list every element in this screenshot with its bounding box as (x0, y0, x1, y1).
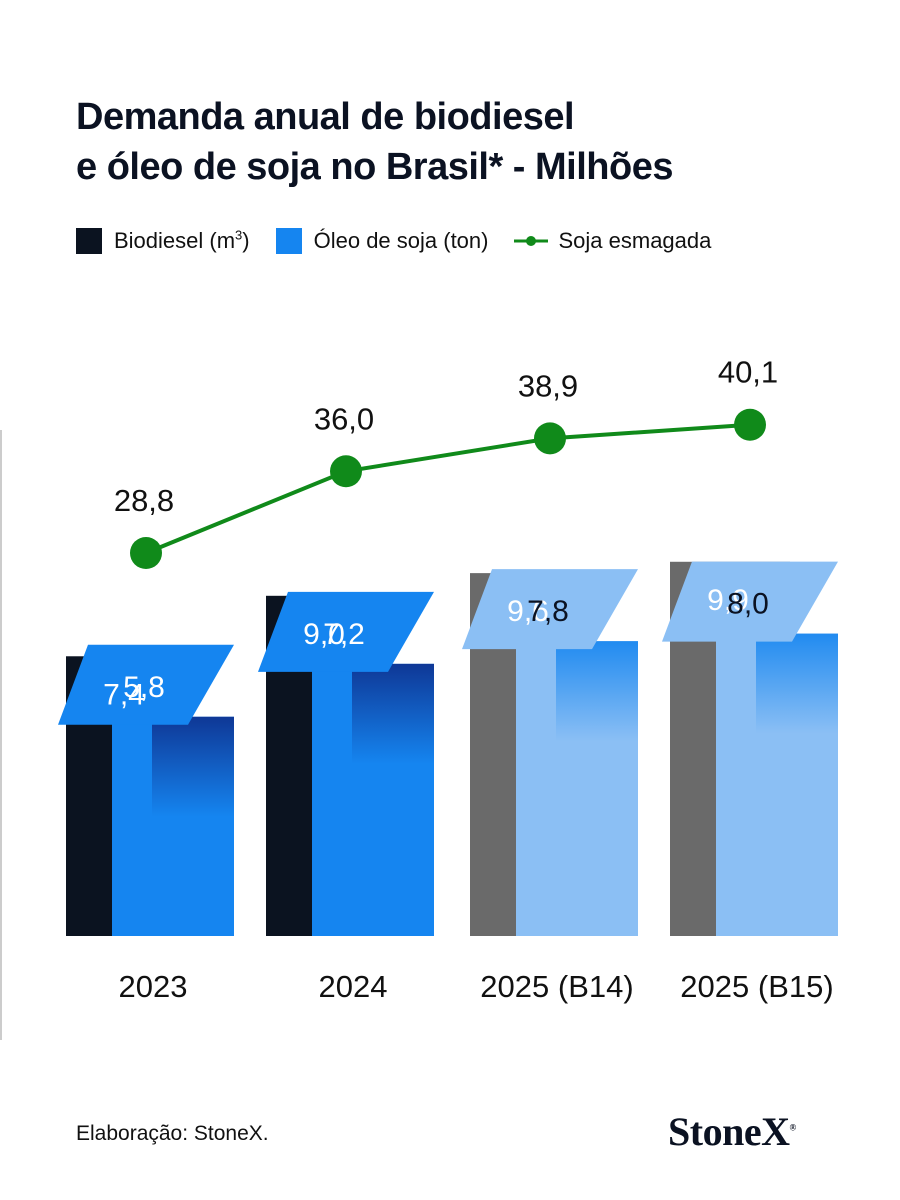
oleo-label-tab (462, 569, 638, 650)
bar-biodiesel-value: 9,9 (707, 584, 749, 617)
x-tick-label: 2025 (B15) (680, 969, 833, 1004)
legend-item-oleo: Óleo de soja (ton) (275, 228, 489, 254)
line-soja-value: 38,9 (518, 368, 578, 403)
bar-oleo-shade (556, 641, 638, 742)
bar-oleo-value: 7,2 (323, 618, 365, 651)
bar-biodiesel-value: 7,4 (103, 678, 145, 711)
legend-label-biodiesel: Biodiesel (m3) (114, 227, 250, 253)
bar-oleo-shade (152, 716, 234, 817)
x-tick-label: 2024 (319, 969, 388, 1004)
line-soja-value: 40,1 (718, 355, 778, 390)
chart-title-line-2: e óleo de soja no Brasil* - Milhões (76, 146, 673, 188)
oleo-label-tab (258, 591, 434, 672)
legend-item-biodiesel: Biodiesel (m3) (76, 228, 250, 254)
legend-label-soja: Soja esmagada (558, 228, 712, 253)
bar-oleo-value: 7,8 (527, 595, 569, 628)
line-soja-value: 28,8 (114, 483, 174, 518)
source-note: Elaboração: StoneX. (76, 1122, 269, 1145)
legend-label-oleo: Óleo de soja (ton) (313, 228, 489, 253)
x-tick-label: 2025 (B14) (480, 969, 633, 1004)
line-soja-point (130, 537, 162, 569)
bar-biodiesel-value: 9,0 (303, 618, 345, 651)
line-soja-value: 36,0 (314, 401, 374, 436)
bar-oleo-shade (352, 663, 434, 764)
legend-swatch-soja (514, 236, 549, 246)
bar-biodiesel-value: 9,6 (507, 595, 549, 628)
bar-oleo-shade (756, 633, 838, 734)
line-soja-point (330, 455, 362, 488)
bar-oleo-value: 8,0 (727, 588, 769, 621)
legend-swatch-oleo (275, 228, 302, 254)
line-soja-point (534, 422, 566, 455)
line-soja-point (734, 408, 766, 441)
chart-title: Demanda anual de biodiesel e óleo de soj… (76, 92, 673, 192)
legend-swatch-biodiesel (76, 228, 102, 254)
legend-item-soja: Soja esmagada (514, 228, 711, 254)
legend: Biodiesel (m3) Óleo de soja (ton) Soja e… (76, 228, 737, 254)
chart-title-line-1: Demanda anual de biodiesel (76, 96, 575, 138)
x-tick-label: 2023 (119, 969, 188, 1004)
stonex-logo: StoneX® (668, 1109, 796, 1154)
line-soja (145, 422, 751, 555)
bar-oleo-value: 5,8 (123, 671, 165, 704)
oleo-label-tab (58, 644, 234, 725)
oleo-label-tab (662, 561, 838, 642)
